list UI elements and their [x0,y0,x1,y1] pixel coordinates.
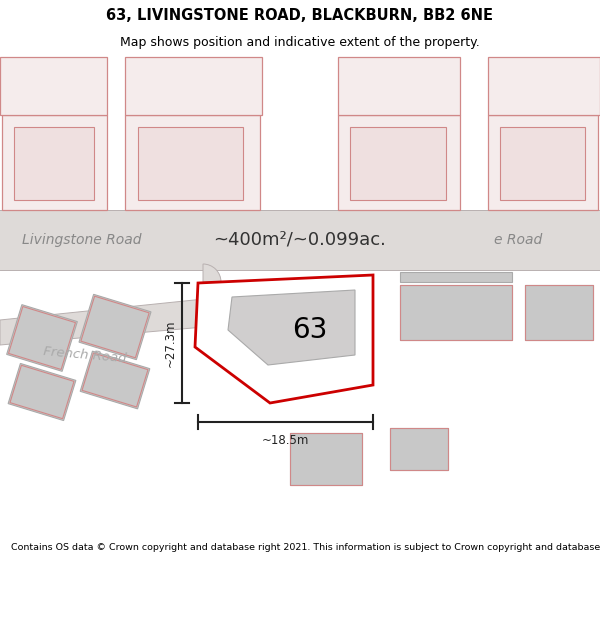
Text: ~27.3m: ~27.3m [164,319,177,367]
Bar [2,115,107,210]
Bar [338,115,460,210]
Text: French Road: French Road [43,345,127,365]
Bar [390,428,448,470]
Bar [400,285,512,340]
Polygon shape [8,364,76,421]
Bar [125,115,260,210]
Bar [488,115,598,210]
Text: 63, LIVINGSTONE ROAD, BLACKBURN, BB2 6NE: 63, LIVINGSTONE ROAD, BLACKBURN, BB2 6NE [107,8,493,23]
Bar [525,285,593,340]
Bar [500,127,585,200]
Polygon shape [80,351,150,409]
Polygon shape [0,285,340,345]
Wedge shape [203,264,221,282]
Bar [0,210,600,270]
Bar [400,272,512,282]
Text: ~400m²/~0.099ac.: ~400m²/~0.099ac. [214,231,386,249]
Text: Map shows position and indicative extent of the property.: Map shows position and indicative extent… [120,36,480,49]
Polygon shape [228,290,355,365]
Bar [350,127,446,200]
Text: ~18.5m: ~18.5m [262,434,309,447]
Bar [290,433,362,485]
Text: e Road: e Road [494,233,542,247]
Text: 63: 63 [292,316,328,344]
Bar [138,127,243,200]
Bar [488,57,600,115]
Polygon shape [79,294,151,359]
Polygon shape [7,304,77,371]
Polygon shape [195,275,373,403]
Bar [525,285,593,340]
Text: Livingstone Road: Livingstone Road [22,233,142,247]
Bar [14,127,94,200]
Bar [338,57,460,115]
Bar [0,57,107,115]
Bar [400,285,512,340]
Bar [290,433,362,485]
Bar [125,57,262,115]
Text: Contains OS data © Crown copyright and database right 2021. This information is : Contains OS data © Crown copyright and d… [11,543,600,552]
Bar [390,428,448,470]
